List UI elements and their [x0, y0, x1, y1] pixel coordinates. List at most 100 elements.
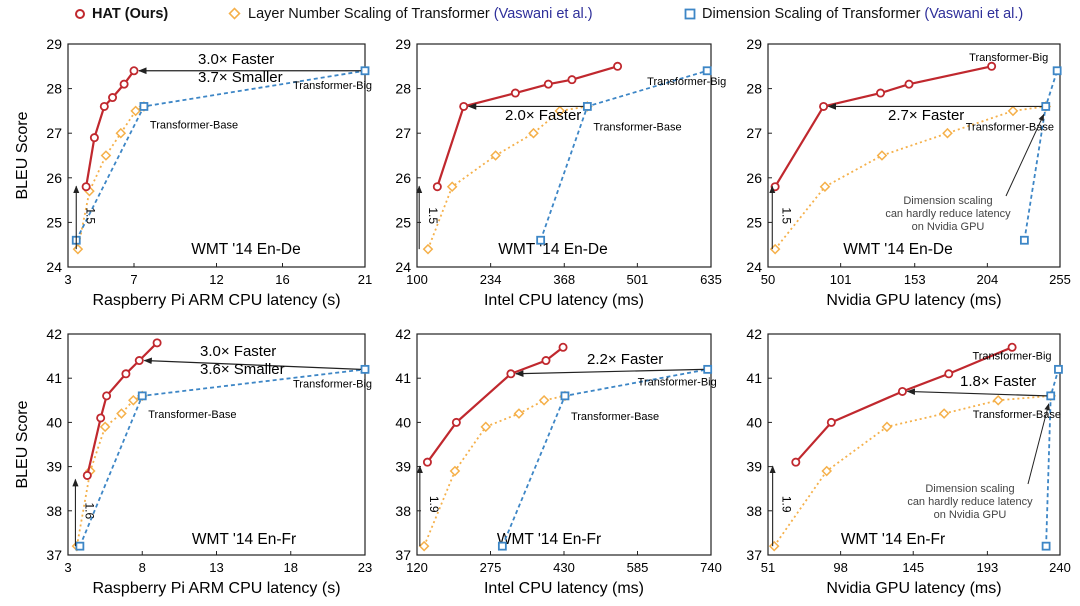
- speedup-arrow: [143, 357, 362, 370]
- x-tick-label: 3: [64, 272, 71, 287]
- dim-point: [139, 102, 149, 111]
- bleu-gain-label: 1.9: [780, 496, 794, 513]
- gpu-note-line: can hardly reduce latency: [907, 496, 1033, 508]
- dim-point: [1054, 364, 1063, 374]
- hat-point: [897, 386, 907, 396]
- plot-frame: [416, 333, 712, 556]
- hat-series-line: [436, 65, 618, 188]
- hat-point: [89, 133, 99, 143]
- hat-point: [1007, 342, 1017, 352]
- transformer-big-label: Transformer-Big: [647, 76, 726, 88]
- legend-layer-cite: (Vaswani et al.): [493, 6, 593, 22]
- speedup-arrow: [515, 368, 704, 377]
- dataset-label: WMT '14 En-De: [498, 241, 607, 258]
- x-tick-label: 635: [700, 272, 722, 287]
- dim-point: [360, 66, 370, 76]
- x-axis-label: Raspberry Pi ARM CPU latency (s): [92, 292, 340, 309]
- dim-point: [1052, 66, 1062, 76]
- hat-point: [567, 75, 577, 85]
- dim-point: [360, 364, 370, 374]
- x-tick-label: 21: [358, 272, 372, 287]
- y-tick-label: 37: [46, 547, 62, 563]
- speedup-label: 2.7× Faster: [888, 107, 964, 124]
- x-tick-label: 16: [275, 272, 289, 287]
- transformer-base-label: Transformer-Base: [973, 409, 1061, 421]
- x-tick-label: 234: [480, 272, 502, 287]
- layer-point: [490, 150, 501, 161]
- y-axis-label: BLEU Score: [14, 400, 31, 488]
- hat-series-line: [426, 346, 564, 463]
- hat-point: [819, 101, 829, 111]
- x-tick-label: 18: [284, 560, 298, 575]
- y-tick-label: 29: [46, 36, 62, 52]
- dim-point: [582, 102, 592, 111]
- layer-point: [554, 105, 566, 117]
- hat-point: [432, 182, 442, 192]
- dim-point: [137, 391, 147, 401]
- y-tick-label: 29: [395, 36, 411, 52]
- y-tick-label: 38: [46, 503, 62, 519]
- x-tick-label: 8: [139, 560, 146, 575]
- layer-series-line: [77, 105, 145, 250]
- bleu-gain-label: 1.5: [426, 207, 440, 224]
- dataset-label: WMT '14 En-Fr: [192, 531, 296, 548]
- layer-point: [115, 127, 127, 139]
- layer-point: [422, 243, 434, 255]
- hat-point: [82, 470, 92, 480]
- x-tick-label: 740: [700, 560, 722, 575]
- transformer-big-label: Transformer-Big: [969, 52, 1048, 64]
- y-tick-label: 26: [395, 170, 411, 186]
- hat-point: [119, 79, 129, 89]
- layer-point: [449, 465, 461, 477]
- dim-series-line: [75, 69, 366, 241]
- chart-panel-1: 24 25 26 27 28 29 3 7 12 16 21 Raspberry Pi ARM CPU…: [14, 36, 372, 309]
- layer-point: [99, 421, 111, 433]
- y-axis-label: BLEU Score: [14, 111, 31, 199]
- y-tick-label: 41: [746, 370, 762, 386]
- hat-point: [102, 391, 112, 401]
- x-axis-label: Intel CPU latency (ms): [484, 580, 644, 597]
- chart-panel-2: 24 25 26 27 28 29 100 234 368 501 635 Intel CPU lat…: [395, 36, 726, 309]
- legend-hat-label: HAT (Ours): [92, 6, 169, 22]
- layer-point: [942, 127, 953, 139]
- dataset-label: WMT '14 En-De: [191, 241, 300, 258]
- x-tick-label: 3: [64, 560, 71, 575]
- x-tick-label: 23: [358, 560, 372, 575]
- dim-point: [703, 364, 713, 374]
- y-tick-label: 40: [46, 414, 62, 430]
- layer-point: [528, 127, 539, 139]
- layer-point: [938, 408, 950, 419]
- x-axis-label: Nvidia GPU latency (ms): [826, 580, 1001, 597]
- transformer-base-label: Transformer-Base: [148, 409, 236, 421]
- dim-point: [1046, 391, 1056, 401]
- hat-point: [510, 88, 520, 98]
- y-tick-label: 27: [395, 125, 411, 141]
- gpu-note-line: on Nvidia GPU: [934, 509, 1007, 521]
- x-tick-label: 7: [130, 272, 137, 287]
- layer-point: [1007, 105, 1019, 117]
- layer-point: [128, 394, 139, 406]
- x-tick-label: 368: [553, 272, 575, 287]
- layer-point: [769, 243, 781, 255]
- x-tick-label: 153: [904, 272, 926, 287]
- transformer-big-label: Transformer-Big: [293, 378, 372, 390]
- speedup-label: 2.2× Faster: [587, 351, 663, 368]
- dim-series-line: [501, 368, 708, 547]
- y-tick-label: 41: [395, 370, 411, 386]
- transformer-big-label: Transformer-Big: [972, 350, 1051, 362]
- transformer-big-label: Transformer-Big: [293, 80, 372, 92]
- gpu-note-line: Dimension scaling: [903, 195, 992, 207]
- gpu-note-line: can hardly reduce latency: [885, 208, 1011, 220]
- layer-marker-icon: [228, 7, 241, 20]
- transformer-base-label: Transformer-Base: [571, 411, 659, 423]
- hat-point: [129, 66, 139, 76]
- y-tick-label: 27: [746, 125, 762, 141]
- legend-dim-label: Dimension Scaling of Transformer: [702, 6, 921, 22]
- hat-point: [108, 93, 118, 103]
- x-tick-label: 12: [209, 272, 223, 287]
- hat-point: [826, 417, 836, 427]
- hat-point: [558, 342, 568, 352]
- layer-point: [876, 150, 888, 161]
- y-tick-label: 39: [46, 459, 62, 475]
